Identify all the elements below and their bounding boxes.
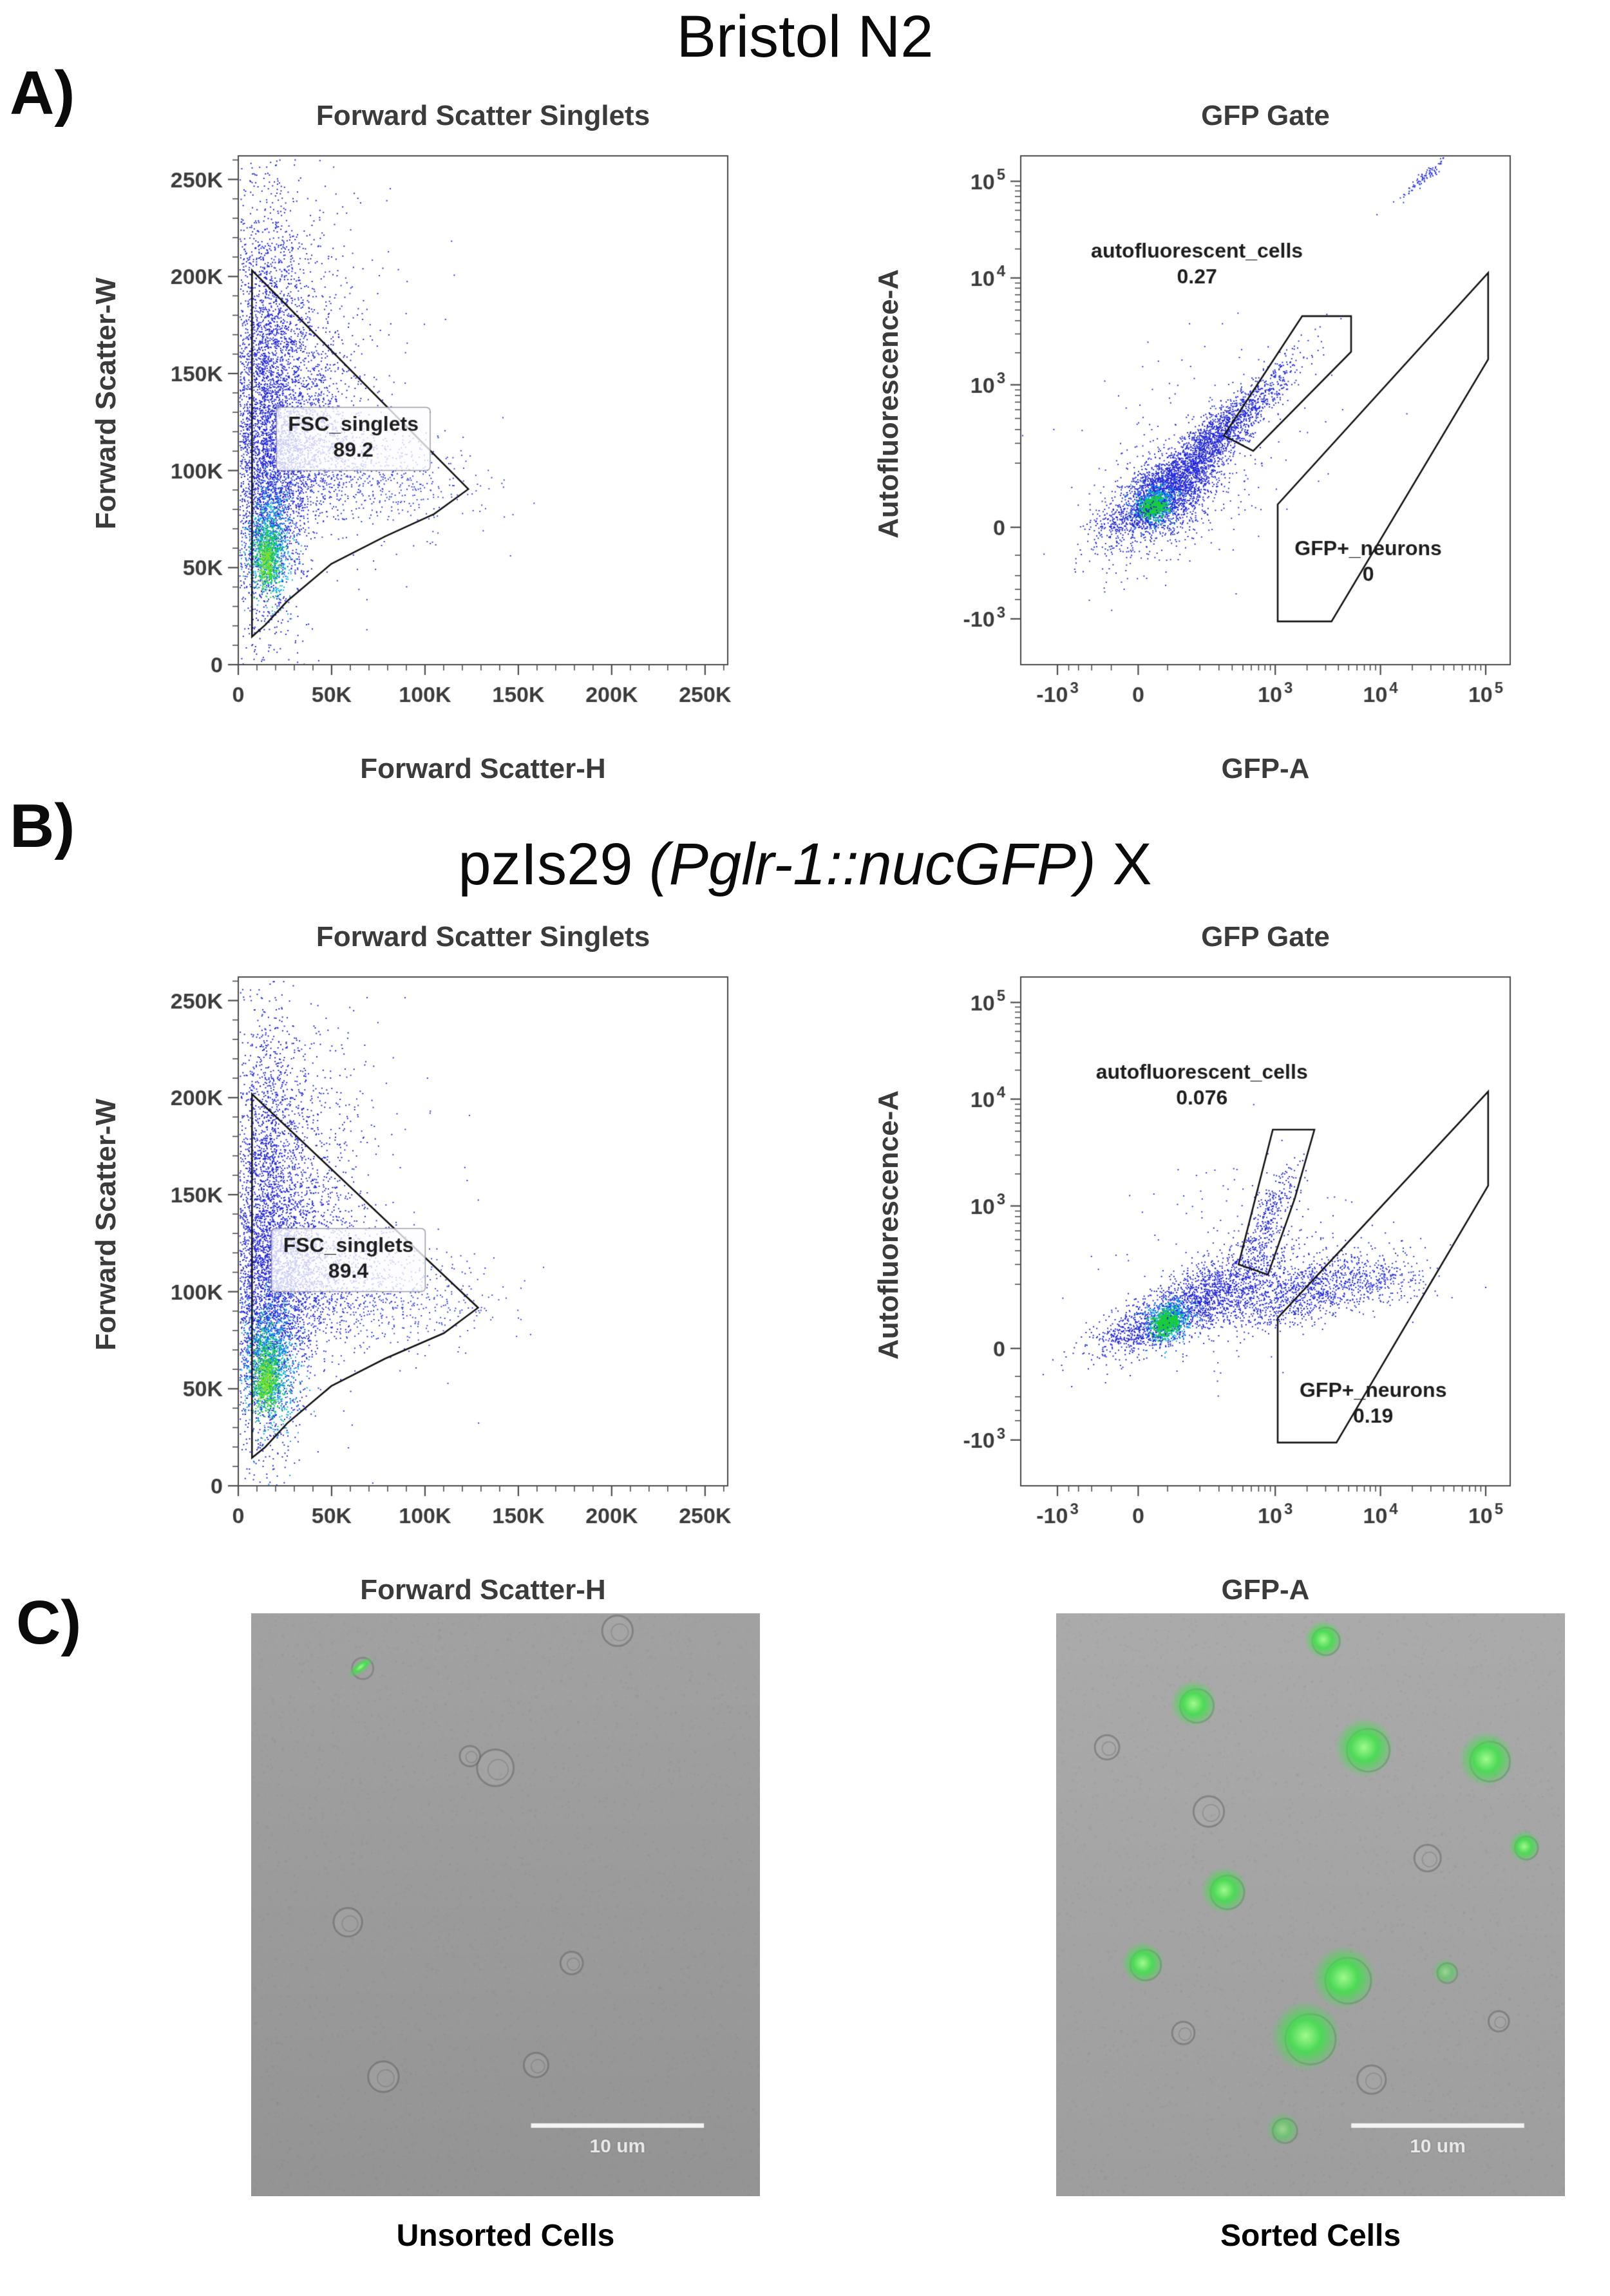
genotype-title-pzis29: pzIs29 (Pglr-1::nucGFP) X xyxy=(0,831,1610,898)
y-axis-label: Autofluorescence-A xyxy=(873,1090,904,1360)
plot-fsc-singlets-a: Forward Scatter Singlets Forward Scatter… xyxy=(84,100,741,785)
x-axis-label: GFP-A xyxy=(1221,753,1310,784)
plot-gfp-gate-a: GFP Gate Autofluorescence-A GFP-A xyxy=(866,100,1523,785)
plot-title: GFP Gate xyxy=(1201,100,1330,131)
unsorted-cells-image xyxy=(251,1613,760,2196)
y-axis-label-wrap: Autofluorescence-A xyxy=(866,140,911,752)
plot-gfp-gate-b: GFP Gate Autofluorescence-A GFP-A xyxy=(866,921,1523,1606)
micrograph-sorted: Sorted Cells xyxy=(1056,1613,1565,2253)
fsc-scatter-canvas-b xyxy=(129,961,741,1573)
x-axis-label: GFP-A xyxy=(1221,1574,1310,1606)
y-axis-label: Forward Scatter-W xyxy=(90,1099,122,1351)
panel-b-label: B) xyxy=(10,792,75,860)
plot-fsc-singlets-b: Forward Scatter Singlets Forward Scatter… xyxy=(84,921,741,1606)
genotype-title-italic: (Pglr-1::nucGFP) xyxy=(649,831,1096,897)
caption-sorted: Sorted Cells xyxy=(1220,2219,1401,2253)
y-axis-label-wrap: Autofluorescence-A xyxy=(866,961,911,1573)
fsc-scatter-canvas-a xyxy=(129,140,741,752)
caption-unsorted: Unsorted Cells xyxy=(396,2219,615,2253)
micrograph-unsorted: Unsorted Cells xyxy=(251,1613,760,2253)
plot-title: GFP Gate xyxy=(1201,921,1330,953)
plot-title: Forward Scatter Singlets xyxy=(316,100,650,131)
gfp-scatter-canvas-a xyxy=(911,140,1523,752)
y-axis-label: Autofluorescence-A xyxy=(873,269,904,539)
y-axis-label-wrap: Forward Scatter-W xyxy=(84,140,129,752)
gfp-scatter-canvas-b xyxy=(911,961,1523,1573)
x-axis-label: Forward Scatter-H xyxy=(360,1574,606,1606)
sorted-cells-image xyxy=(1056,1613,1565,2196)
strain-title-bristol-n2: Bristol N2 xyxy=(676,4,934,70)
panel-c-label: C) xyxy=(16,1588,82,1657)
genotype-title-pre: pzIs29 xyxy=(458,831,650,897)
x-axis-label: Forward Scatter-H xyxy=(360,753,606,784)
panel-a-label: A) xyxy=(10,59,75,128)
genotype-title-post: X xyxy=(1095,831,1152,897)
y-axis-label: Forward Scatter-W xyxy=(90,278,122,530)
y-axis-label-wrap: Forward Scatter-W xyxy=(84,961,129,1573)
plot-title: Forward Scatter Singlets xyxy=(316,921,650,953)
